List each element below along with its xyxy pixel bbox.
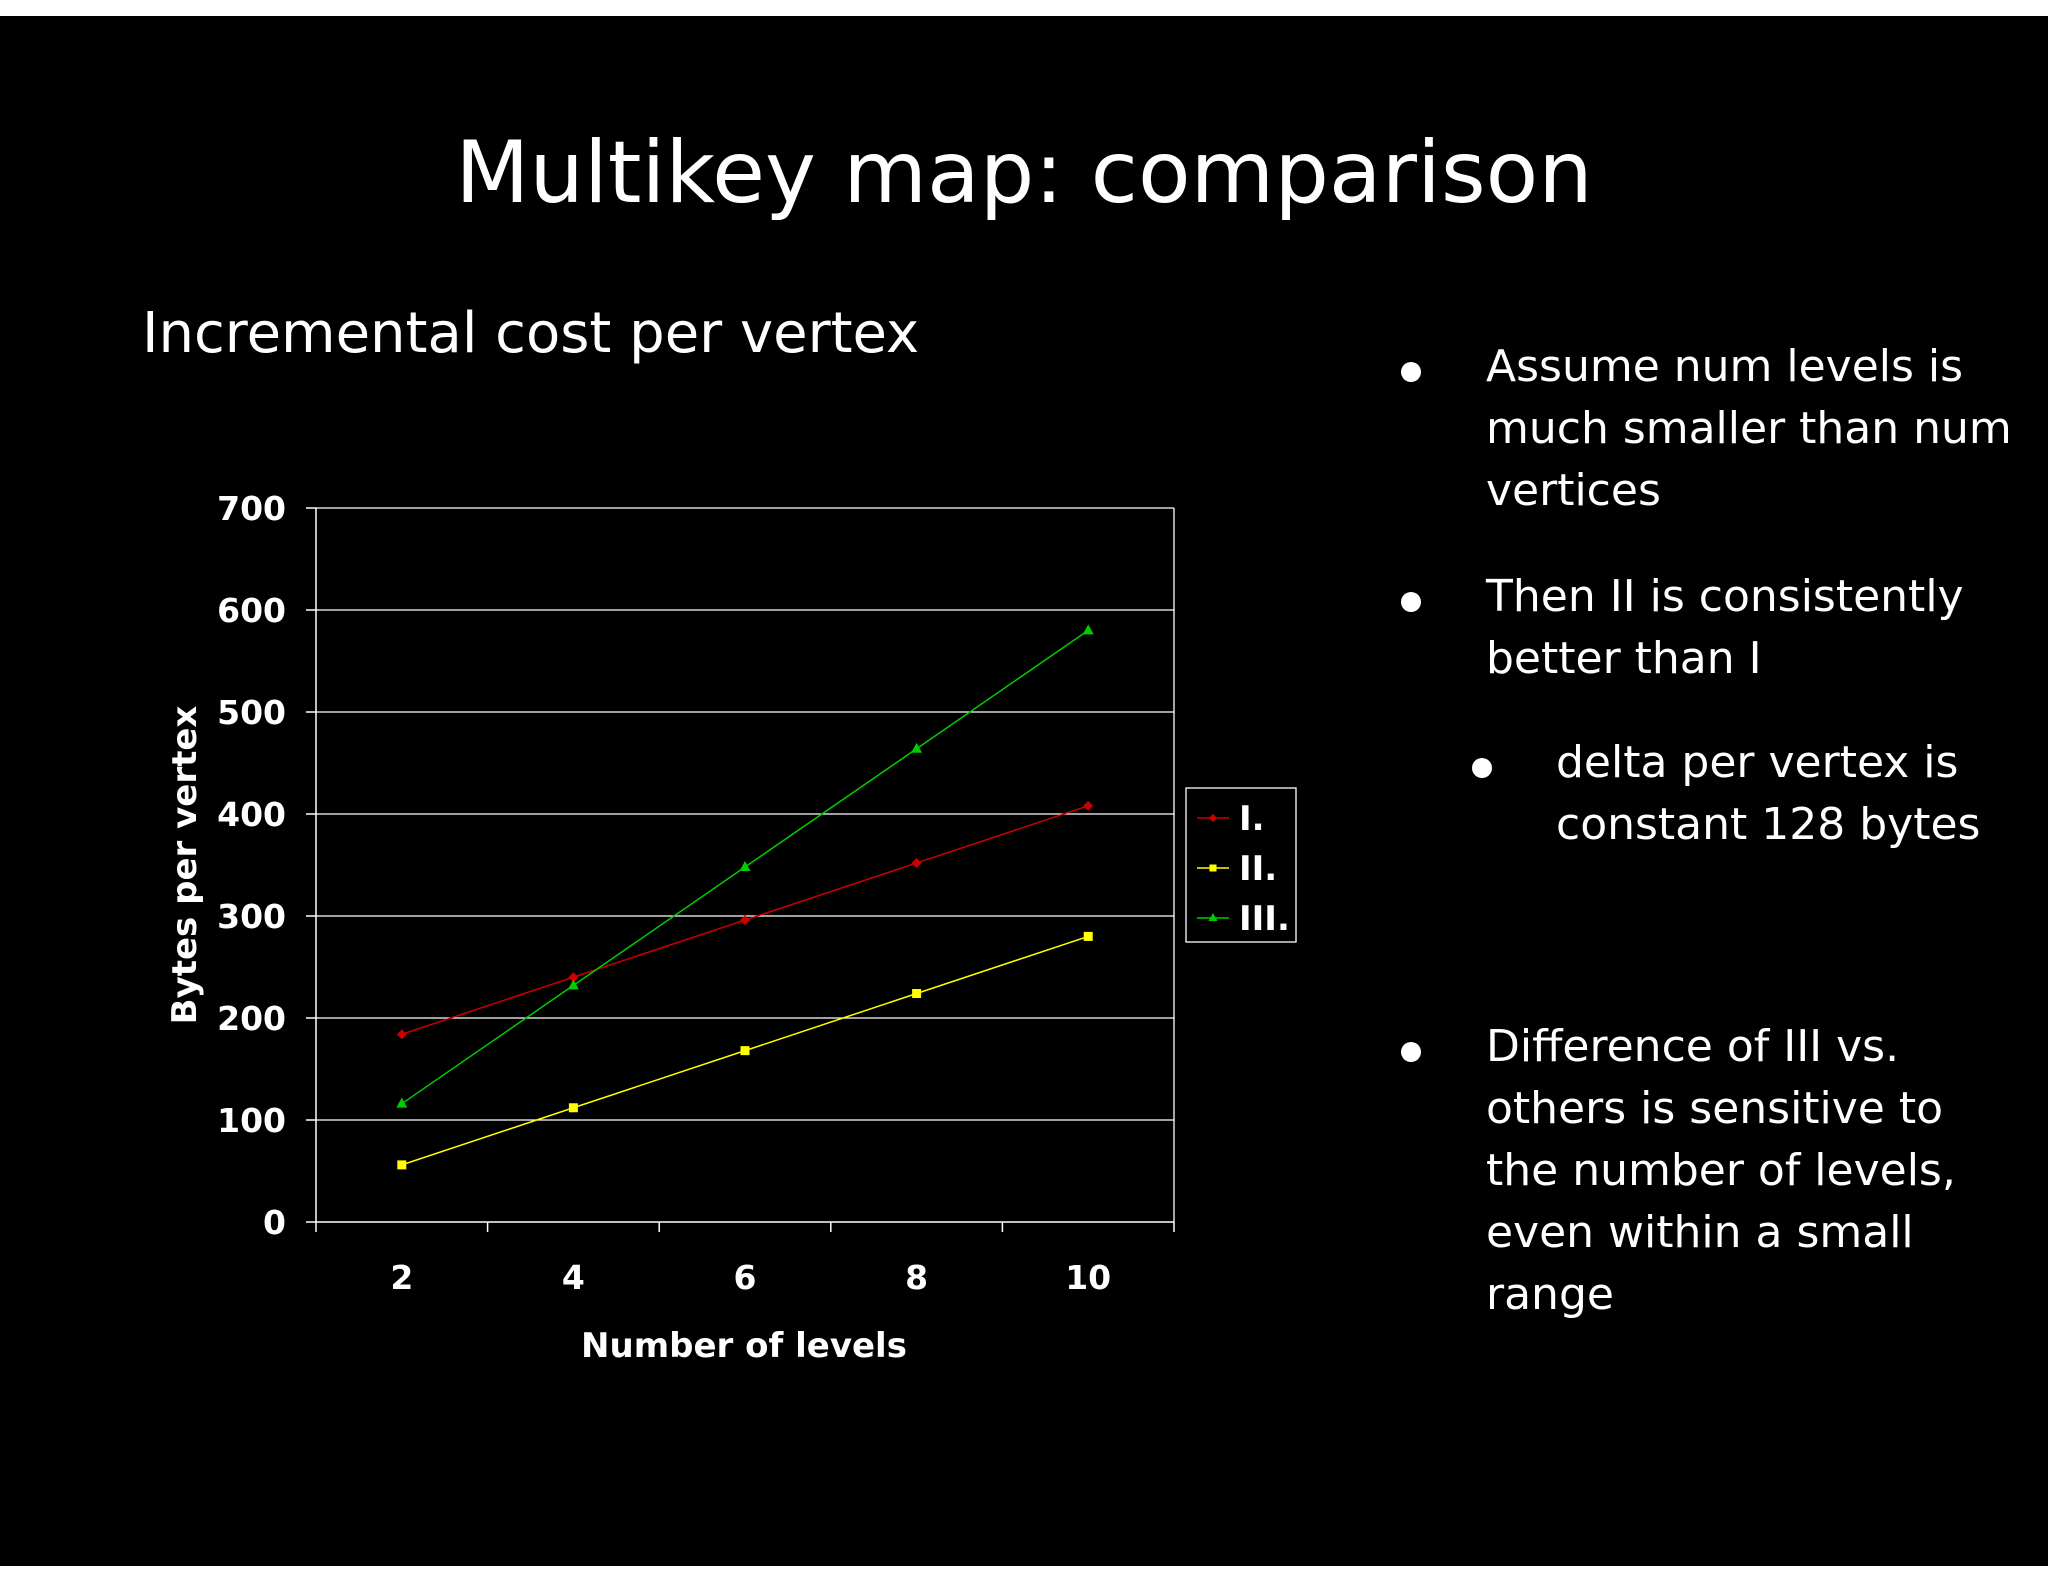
- data-point: [912, 989, 922, 999]
- bullet-line: even within a small: [1486, 1207, 1914, 1258]
- data-point: [396, 1097, 408, 1108]
- legend-label: III.: [1239, 899, 1290, 939]
- y-tick-label: 600: [217, 591, 286, 630]
- data-point: [740, 915, 750, 926]
- slide-title: Multikey map: comparison: [455, 123, 1593, 223]
- slide-subtitle: Incremental cost per vertex: [142, 301, 920, 366]
- x-tick-label: 8: [905, 1258, 928, 1297]
- y-tick-label: 500: [217, 693, 286, 732]
- data-point: [911, 742, 923, 753]
- bullet-dot: [1472, 758, 1492, 778]
- y-tick-label: 0: [263, 1203, 286, 1242]
- legend: [1185, 787, 1297, 943]
- bullet-line: delta per vertex is: [1556, 737, 1959, 788]
- legend-marker: [1209, 814, 1217, 822]
- bullet-dot: [1401, 362, 1421, 382]
- bullet-line: Then II is consistently: [1486, 571, 1964, 622]
- bullet-line: Difference of III vs.: [1486, 1021, 1900, 1072]
- data-point: [567, 979, 579, 990]
- bullet-line: vertices: [1486, 465, 1661, 516]
- data-point: [396, 1029, 407, 1040]
- y-tick-label: 100: [217, 1101, 286, 1140]
- legend-label: II.: [1239, 849, 1277, 889]
- x-axis-title: Number of levels: [581, 1326, 907, 1366]
- legend-marker: [1208, 913, 1218, 921]
- bullet-line: better than I: [1486, 633, 1762, 684]
- x-tick-label: 10: [1065, 1258, 1111, 1297]
- data-point: [739, 861, 751, 872]
- bullet-line: Assume num levels is: [1486, 341, 1964, 392]
- data-point: [740, 1046, 750, 1056]
- y-axis-title: Bytes per vertex: [165, 706, 205, 1025]
- data-point: [911, 857, 922, 868]
- bullet-line: constant 128 bytes: [1556, 799, 1981, 850]
- x-tick-label: 6: [734, 1258, 757, 1297]
- y-tick-label: 200: [217, 999, 286, 1038]
- y-tick-label: 300: [217, 897, 286, 936]
- bullet-line: others is sensitive to: [1486, 1083, 1944, 1134]
- y-tick-label: 700: [217, 489, 286, 528]
- data-point: [568, 1103, 578, 1113]
- y-tick-label: 400: [217, 795, 286, 834]
- bullet-line: the number of levels,: [1486, 1145, 1956, 1196]
- data-point: [1083, 800, 1094, 811]
- bullet-dot: [1401, 1042, 1421, 1062]
- data-point: [568, 972, 579, 983]
- bullet-line: range: [1486, 1269, 1614, 1320]
- slide: Multikey map: comparison Incremental cos…: [0, 16, 2048, 1566]
- legend-marker: [1209, 864, 1217, 872]
- x-tick-label: 2: [390, 1258, 413, 1297]
- data-point: [1083, 931, 1093, 941]
- data-point: [397, 1160, 407, 1170]
- x-tick-label: 4: [562, 1258, 585, 1297]
- bullet-dot: [1401, 592, 1421, 612]
- legend-label: I.: [1239, 799, 1265, 839]
- data-point: [1082, 624, 1094, 635]
- bullet-line: much smaller than num: [1486, 403, 2012, 454]
